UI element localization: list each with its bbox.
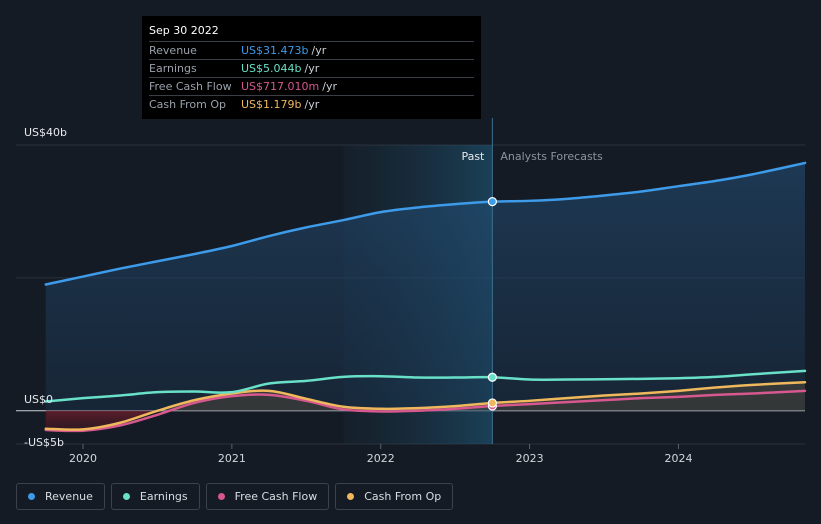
free-cash-flow-line — [44, 389, 807, 433]
cash-from-op-marker — [487, 398, 497, 408]
tooltip-label: Free Cash Flow — [149, 80, 232, 93]
past-label: Past — [461, 150, 485, 163]
legend-dot-icon — [122, 493, 130, 500]
earnings-marker — [487, 372, 497, 382]
legend-dot-icon — [347, 493, 355, 500]
forecast-label: Analysts Forecasts — [500, 150, 603, 163]
legend-label: Revenue — [45, 490, 93, 503]
tooltip-label: Revenue — [149, 44, 197, 57]
tooltip-row-revenue: Revenue US$31.473b /yr — [149, 42, 474, 60]
tooltip-date: Sep 30 2022 — [149, 23, 474, 42]
legend: Revenue Earnings Free Cash Flow Cash Fro… — [16, 483, 454, 510]
legend-item-earnings[interactable]: Earnings — [110, 483, 200, 510]
legend-label: Cash From Op — [364, 490, 442, 503]
x-tick-label: 2022 — [367, 452, 395, 465]
cash-from-op-line — [44, 380, 807, 431]
tooltip-row-cash-from-op: Cash From Op US$1.179b /yr — [149, 96, 474, 113]
revenue-area — [45, 162, 806, 411]
legend-item-cash-from-op[interactable]: Cash From Op — [335, 483, 454, 510]
cash-area — [45, 382, 806, 411]
tooltip-value: US$717.010m — [241, 80, 320, 93]
tooltip-row-free-cash-flow: Free Cash Flow US$717.010m /yr — [149, 78, 474, 96]
tooltip: Sep 30 2022 Revenue US$31.473b /yr Earni… — [142, 16, 481, 119]
y-tick-label: US$40b — [24, 126, 67, 139]
tooltip-row-earnings: Earnings US$5.044b /yr — [149, 60, 474, 78]
x-tick-label: 2023 — [516, 452, 544, 465]
tooltip-label: Earnings — [149, 62, 197, 75]
earnings-line — [44, 369, 807, 403]
tooltip-unit: /yr — [304, 62, 320, 75]
legend-label: Earnings — [139, 490, 188, 503]
tooltip-value: US$31.473b — [241, 44, 309, 57]
tooltip-unit: /yr — [311, 44, 327, 57]
legend-item-revenue[interactable]: Revenue — [16, 483, 105, 510]
legend-item-free-cash-flow[interactable]: Free Cash Flow — [205, 483, 330, 510]
legend-label: Free Cash Flow — [234, 490, 318, 503]
x-tick-label: 2024 — [664, 452, 692, 465]
negative-area — [45, 410, 806, 430]
tooltip-label: Cash From Op — [149, 98, 227, 111]
tooltip-value: US$1.179b — [241, 98, 302, 111]
legend-dot-icon — [28, 493, 35, 500]
revenue-marker — [487, 197, 497, 207]
y-tick-label: US$0 — [24, 393, 53, 406]
tooltip-unit: /yr — [322, 80, 337, 93]
tooltip-value: US$5.044b — [241, 62, 302, 75]
x-tick-label: 2021 — [218, 452, 246, 465]
x-tick-label: 2020 — [69, 452, 97, 465]
tooltip-unit: /yr — [304, 98, 320, 111]
legend-dot-icon — [217, 493, 225, 500]
revenue-line — [44, 161, 807, 286]
y-tick-label: -US$5b — [24, 436, 64, 449]
